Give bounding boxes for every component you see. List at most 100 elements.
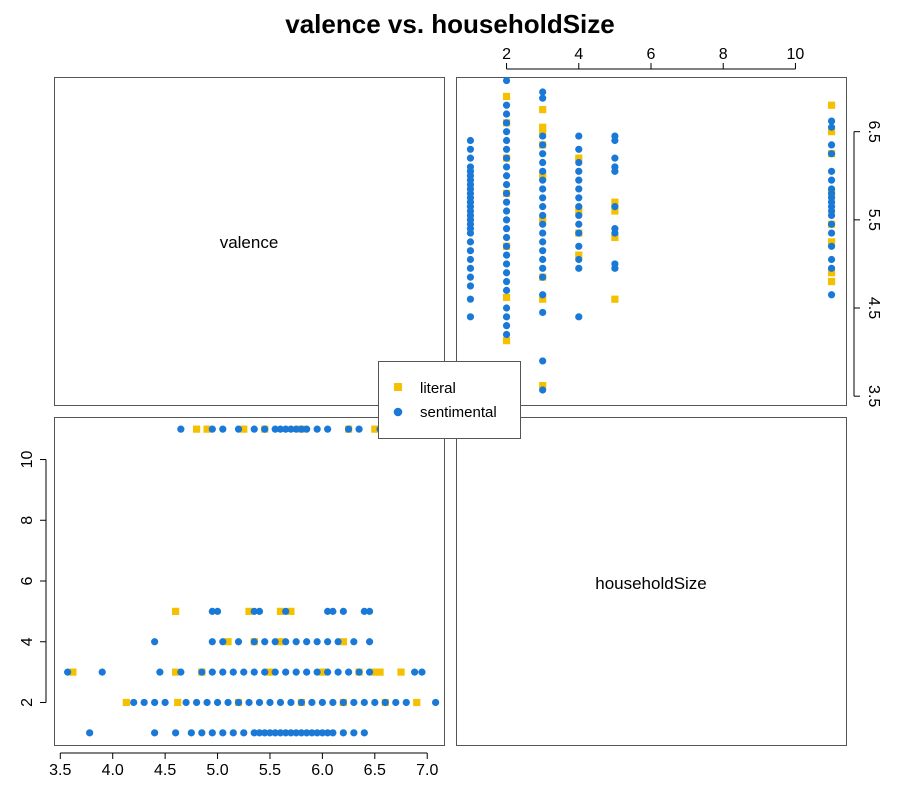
point-sentimental-bl-85	[282, 638, 290, 646]
chart-title: valence vs. householdSize	[285, 9, 614, 39]
point-sentimental-tr-76	[539, 94, 547, 102]
point-sentimental-tr-89	[575, 167, 583, 175]
point-literal-bl-1	[174, 698, 182, 707]
point-sentimental-bl-14	[276, 729, 285, 737]
point-sentimental-bl-100	[339, 607, 347, 615]
point-sentimental-tr-99	[611, 163, 619, 171]
point-sentimental-tr-66	[539, 211, 547, 220]
point-literal-tr-0	[502, 337, 511, 345]
point-sentimental-bl-24	[329, 729, 337, 737]
point-sentimental-tr-105	[827, 255, 836, 264]
point-sentimental-bl-51	[381, 698, 389, 707]
point-sentimental-bl-74	[355, 668, 363, 676]
point-sentimental-bl-87	[303, 638, 311, 646]
axis-right-tick-label-1: 4.5	[865, 297, 882, 319]
point-sentimental-bl-29	[140, 698, 148, 707]
point-sentimental-bl-30	[151, 698, 159, 707]
point-sentimental-tr-118	[827, 150, 836, 158]
point-literal-tr-26	[827, 238, 836, 246]
point-sentimental-bl-1	[151, 729, 159, 737]
point-sentimental-tr-44	[502, 180, 511, 189]
point-sentimental-tr-92	[575, 132, 583, 140]
axis-right-tick-label-2: 5.5	[865, 209, 882, 231]
point-sentimental-tr-51	[502, 119, 511, 127]
point-sentimental-tr-63	[539, 238, 547, 246]
point-sentimental-bl-82	[250, 638, 258, 646]
point-sentimental-bl-104	[208, 425, 216, 433]
point-literal-tr-23	[611, 198, 619, 206]
point-sentimental-bl-108	[261, 425, 269, 433]
point-sentimental-bl-67	[282, 668, 290, 676]
point-sentimental-tr-52	[502, 110, 511, 118]
point-sentimental-tr-87	[575, 185, 583, 193]
point-literal-tr-14	[539, 123, 547, 131]
point-literal-bl-26	[240, 425, 248, 433]
point-sentimental-tr-56	[539, 357, 547, 365]
point-sentimental-bl-98	[324, 607, 332, 615]
point-sentimental-bl-3	[187, 729, 195, 737]
point-sentimental-tr-25	[466, 154, 475, 162]
point-sentimental-bl-6	[219, 729, 227, 737]
point-sentimental-tr-80	[575, 255, 583, 264]
point-sentimental-bl-111	[282, 425, 290, 433]
point-sentimental-tr-53	[502, 101, 511, 109]
point-sentimental-bl-33	[192, 698, 201, 707]
point-sentimental-bl-31	[161, 698, 169, 707]
point-literal-bl-22	[276, 607, 285, 615]
point-literal-tr-22	[611, 207, 619, 215]
point-literal-bl-23	[287, 607, 295, 615]
point-sentimental-bl-76	[411, 668, 419, 676]
point-literal-bl-8	[172, 668, 180, 676]
panel-top-left-frame	[54, 77, 445, 406]
point-sentimental-bl-61	[219, 668, 227, 676]
point-literal-bl-18	[276, 638, 285, 646]
point-sentimental-tr-116	[827, 176, 836, 184]
point-sentimental-tr-75	[539, 132, 547, 140]
point-sentimental-tr-81	[575, 242, 583, 250]
point-literal-tr-30	[827, 128, 836, 136]
point-sentimental-bl-32	[182, 698, 190, 707]
point-sentimental-tr-85	[575, 203, 583, 211]
point-sentimental-bl-15	[282, 729, 290, 737]
point-literal-bl-11	[318, 668, 326, 676]
point-sentimental-bl-80	[219, 638, 227, 646]
point-sentimental-tr-103	[827, 291, 836, 299]
point-sentimental-tr-86	[575, 194, 583, 202]
point-sentimental-bl-118	[344, 425, 353, 433]
point-sentimental-bl-78	[151, 638, 159, 646]
point-literal-bl-19	[339, 638, 347, 646]
point-sentimental-tr-57	[539, 308, 547, 317]
point-sentimental-bl-4	[198, 729, 206, 737]
point-sentimental-tr-117	[827, 167, 836, 175]
point-sentimental-tr-78	[575, 313, 583, 321]
point-sentimental-tr-96	[611, 225, 619, 233]
point-sentimental-bl-16	[287, 729, 295, 737]
point-sentimental-tr-39	[502, 225, 511, 233]
point-sentimental-tr-2	[466, 295, 475, 303]
diagonal-label-valence: valence	[220, 233, 279, 252]
point-sentimental-tr-67	[539, 203, 547, 211]
point-sentimental-bl-11	[261, 729, 269, 737]
point-sentimental-tr-49	[502, 136, 511, 145]
point-sentimental-tr-102	[611, 132, 619, 140]
point-sentimental-bl-44	[308, 698, 316, 707]
point-sentimental-bl-84	[271, 638, 279, 646]
point-sentimental-tr-4	[466, 273, 475, 281]
point-sentimental-bl-109	[271, 425, 279, 433]
point-sentimental-bl-93	[208, 607, 216, 615]
point-sentimental-bl-19	[303, 729, 311, 737]
point-sentimental-tr-88	[575, 176, 583, 184]
point-sentimental-bl-9	[250, 729, 258, 737]
point-sentimental-bl-63	[240, 668, 248, 676]
point-sentimental-bl-64	[250, 668, 258, 676]
point-sentimental-tr-45	[502, 172, 511, 180]
point-sentimental-bl-73	[344, 668, 353, 676]
point-sentimental-bl-103	[177, 425, 185, 433]
point-sentimental-tr-55	[539, 386, 547, 394]
axis-left-tick-label-0: 2	[19, 698, 36, 707]
point-literal-tr-24	[827, 277, 836, 286]
point-sentimental-tr-115	[827, 185, 836, 193]
point-sentimental-tr-83	[575, 220, 583, 228]
legend: literal sentimental	[378, 361, 521, 439]
point-sentimental-bl-37	[234, 698, 243, 707]
